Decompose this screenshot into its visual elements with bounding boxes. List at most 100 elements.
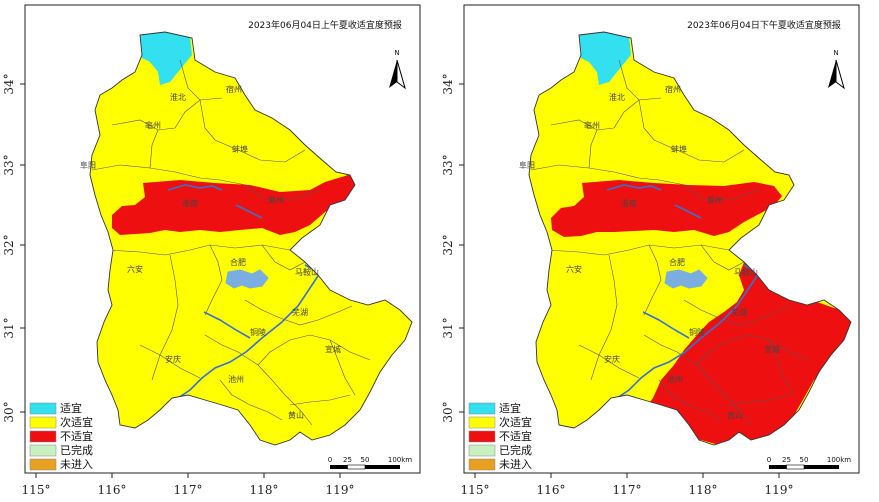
x-tick-label: 116°	[98, 483, 127, 497]
y-tick-label: 31°	[441, 317, 455, 338]
city-label: 芜湖	[292, 307, 308, 317]
county-boundary	[578, 344, 640, 379]
county-boundary	[684, 184, 760, 201]
y-tick-label: 33°	[2, 154, 16, 175]
city-label: 滁州	[268, 195, 284, 205]
county-boundary	[149, 129, 159, 169]
legend-label: 次适宜	[499, 415, 532, 429]
city-label: 六安	[566, 264, 582, 274]
province-outline	[528, 31, 852, 446]
x-tick-label: 117°	[174, 483, 203, 497]
legend-swatch	[29, 444, 57, 457]
city-label: 阜阳	[519, 160, 535, 170]
river	[606, 184, 662, 191]
y-tick-label: 30°	[441, 401, 455, 422]
x-tick-label: 117°	[613, 483, 642, 497]
y-tick-label: 31°	[2, 317, 16, 338]
province-outline	[89, 31, 413, 446]
legend-label: 适宜	[499, 401, 521, 415]
region-suitable-north	[569, 32, 631, 85]
legend-swatch	[29, 416, 57, 429]
county-boundary	[151, 254, 179, 381]
legend-label: 未进入	[60, 458, 93, 471]
city-label: 池州	[228, 374, 244, 384]
legend-label: 未进入	[499, 458, 532, 471]
city-label: 亳州	[145, 120, 161, 130]
x-tick-label: 115°	[22, 483, 51, 497]
county-boundary	[257, 334, 371, 366]
county-boundary	[244, 299, 353, 326]
scale-tick-label: 100km	[827, 456, 851, 464]
scale-tick-label: 50	[361, 456, 370, 464]
y-tick-label: 32°	[441, 234, 455, 255]
city-label: 六安	[127, 264, 143, 274]
x-tick-label: 119°	[326, 483, 355, 497]
river	[164, 269, 323, 409]
legend-swatch	[29, 458, 57, 471]
map-panel-afternoon: 淮北 宿州 亳州 蚌埠 阜阳 淮南 滁州 六安 合肥 马鞍山 芜湖 铜陵 宣城 安庆 池州 黄山 2023年06…	[439, 0, 879, 502]
chaohu-lake	[225, 269, 269, 289]
y-tick-label: 30°	[2, 401, 16, 422]
north-arrow-icon	[389, 59, 406, 90]
city-label: 铜陵	[689, 327, 705, 337]
y-tick-label: 34°	[2, 73, 16, 94]
river	[642, 311, 690, 339]
city-label: 淮南	[182, 198, 198, 208]
scale-tick-label: 50	[800, 456, 809, 464]
x-tick-label: 118°	[689, 483, 718, 497]
city-label: 池州	[667, 374, 683, 384]
city-label: 黄山	[288, 410, 304, 420]
x-tick-label: 115°	[461, 483, 490, 497]
county-boundary	[546, 244, 730, 256]
city-label: 马鞍山	[734, 267, 758, 277]
chaohu-lake	[664, 269, 708, 289]
map-title: 2023年06月04日上午夏收适宜度预报	[248, 19, 402, 31]
y-tick-label: 32°	[2, 234, 16, 255]
county-boundary	[204, 334, 313, 426]
legend-swatch	[468, 416, 496, 429]
county-boundary	[588, 129, 598, 169]
city-label: 黄山	[727, 410, 743, 420]
region-sub-suitable	[90, 32, 412, 445]
scale-tick-label: 100km	[388, 456, 412, 464]
county-boundary	[728, 394, 790, 406]
city-label: 亳州	[584, 120, 600, 130]
city-label: 蚌埠	[232, 144, 248, 154]
county-boundary	[700, 244, 745, 271]
county-boundary	[530, 164, 686, 186]
city-label: 宣城	[325, 344, 341, 354]
county-boundary	[289, 394, 351, 406]
river	[603, 269, 762, 409]
county-boundary	[329, 339, 356, 396]
county-boundary	[696, 334, 810, 366]
legend-swatch	[468, 402, 496, 415]
city-label: 芜湖	[731, 307, 747, 317]
region-unsuitable-north	[551, 180, 782, 237]
legend-swatch	[468, 444, 496, 457]
county-boundary	[643, 334, 752, 426]
city-label: 安庆	[165, 354, 181, 364]
scale-bar: 0 25 50 100km	[767, 456, 851, 470]
map-panel-morning: 淮北 宿州 亳州 蚌埠 阜阳 淮南 滁州 六安 合肥 马鞍山 芜湖 铜陵 宣城 安庆 池州 黄山 2023年06…	[2, 4, 421, 497]
city-label: 淮北	[170, 92, 186, 102]
north-arrow-icon	[828, 59, 845, 90]
legend-swatch	[29, 430, 57, 443]
north-label: N	[394, 49, 399, 57]
city-label: 宿州	[226, 84, 242, 94]
legend-swatch	[468, 458, 496, 471]
county-boundary	[245, 184, 321, 201]
city-label: 合肥	[230, 257, 246, 267]
north-label: N	[833, 49, 838, 57]
x-tick-label: 116°	[537, 483, 566, 497]
county-boundary	[618, 59, 745, 163]
legend-label: 适宜	[60, 401, 82, 415]
city-label: 安庆	[604, 354, 620, 364]
x-tick-label: 119°	[765, 483, 794, 497]
y-tick-label: 34°	[441, 73, 455, 94]
river	[167, 184, 223, 191]
river	[235, 204, 263, 219]
county-boundary	[643, 244, 662, 316]
city-label: 宣城	[764, 344, 780, 354]
